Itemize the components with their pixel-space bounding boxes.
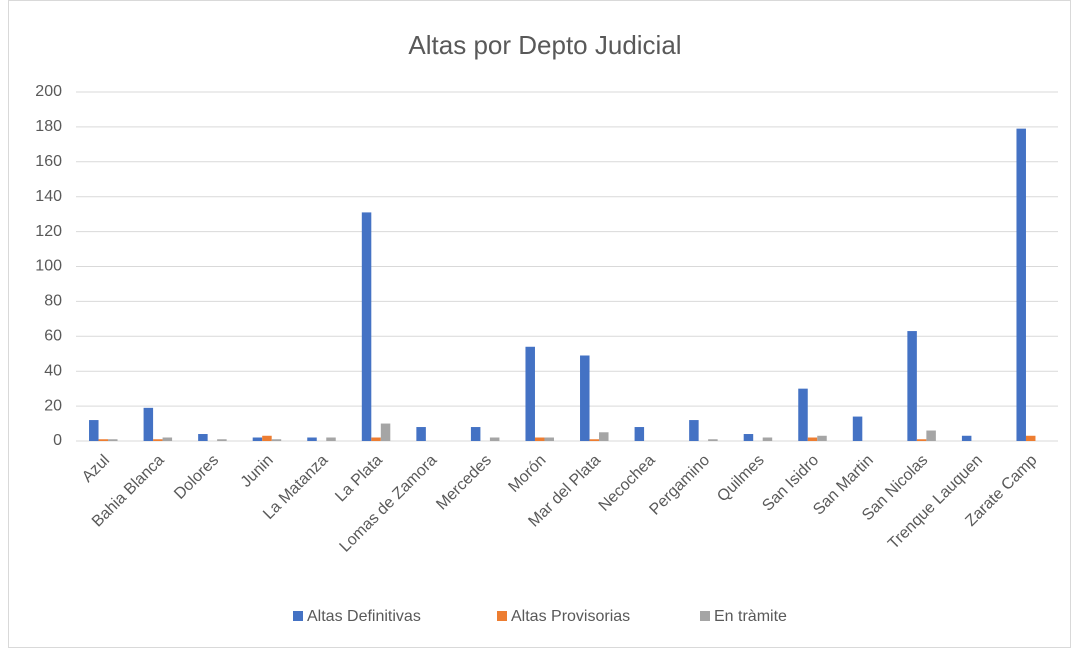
bar [371,437,381,441]
bar [1025,435,1036,441]
bar [326,437,336,441]
bar [961,435,972,441]
bar [416,427,426,441]
y-tick-label: 20 [44,397,62,414]
bar [98,439,109,441]
legend-label: Altas Definitivas [307,608,421,625]
bar [817,435,827,441]
bar [153,439,163,441]
bar [907,331,917,441]
chart-frame [8,0,1071,648]
chart-title: Altas por Depto Judicial [408,30,681,60]
bar [262,435,272,441]
y-tick-label: 200 [35,83,62,100]
bar [798,388,808,441]
bar [689,420,699,441]
bar [634,427,645,441]
bar [307,437,317,441]
bar [762,437,773,441]
y-tick-label: 60 [44,328,62,345]
bar [926,430,936,441]
legend-swatch [497,611,507,621]
bar [108,439,118,441]
y-tick-label: 120 [35,223,62,240]
bar [489,437,500,441]
legend-label: En tràmite [714,608,787,625]
legend-swatch [293,611,303,621]
y-tick-label: 140 [35,188,62,205]
y-tick-label: 40 [44,362,62,379]
bar [361,212,372,441]
bar [534,437,545,441]
bar [852,416,863,441]
bar [1016,128,1026,441]
bar [198,434,208,441]
bar [544,437,554,441]
y-tick-label: 80 [44,293,62,310]
bar [916,439,927,441]
y-tick-label: 0 [53,432,62,449]
bar [162,437,173,441]
bar [708,439,718,441]
y-tick-label: 100 [35,258,62,275]
bar [743,434,754,441]
bar [271,439,282,441]
legend-swatch [700,611,710,621]
bar [599,432,609,441]
bar [380,423,391,441]
bar [470,427,481,441]
y-tick-label: 180 [35,118,62,135]
bar [252,437,263,441]
bar [589,439,600,441]
y-tick-label: 160 [35,153,62,170]
bar [807,437,818,441]
bar [89,420,99,441]
bar [143,407,154,441]
bar [580,355,590,441]
bar [525,346,535,441]
legend-label: Altas Provisorias [511,608,630,625]
bar [217,439,227,441]
